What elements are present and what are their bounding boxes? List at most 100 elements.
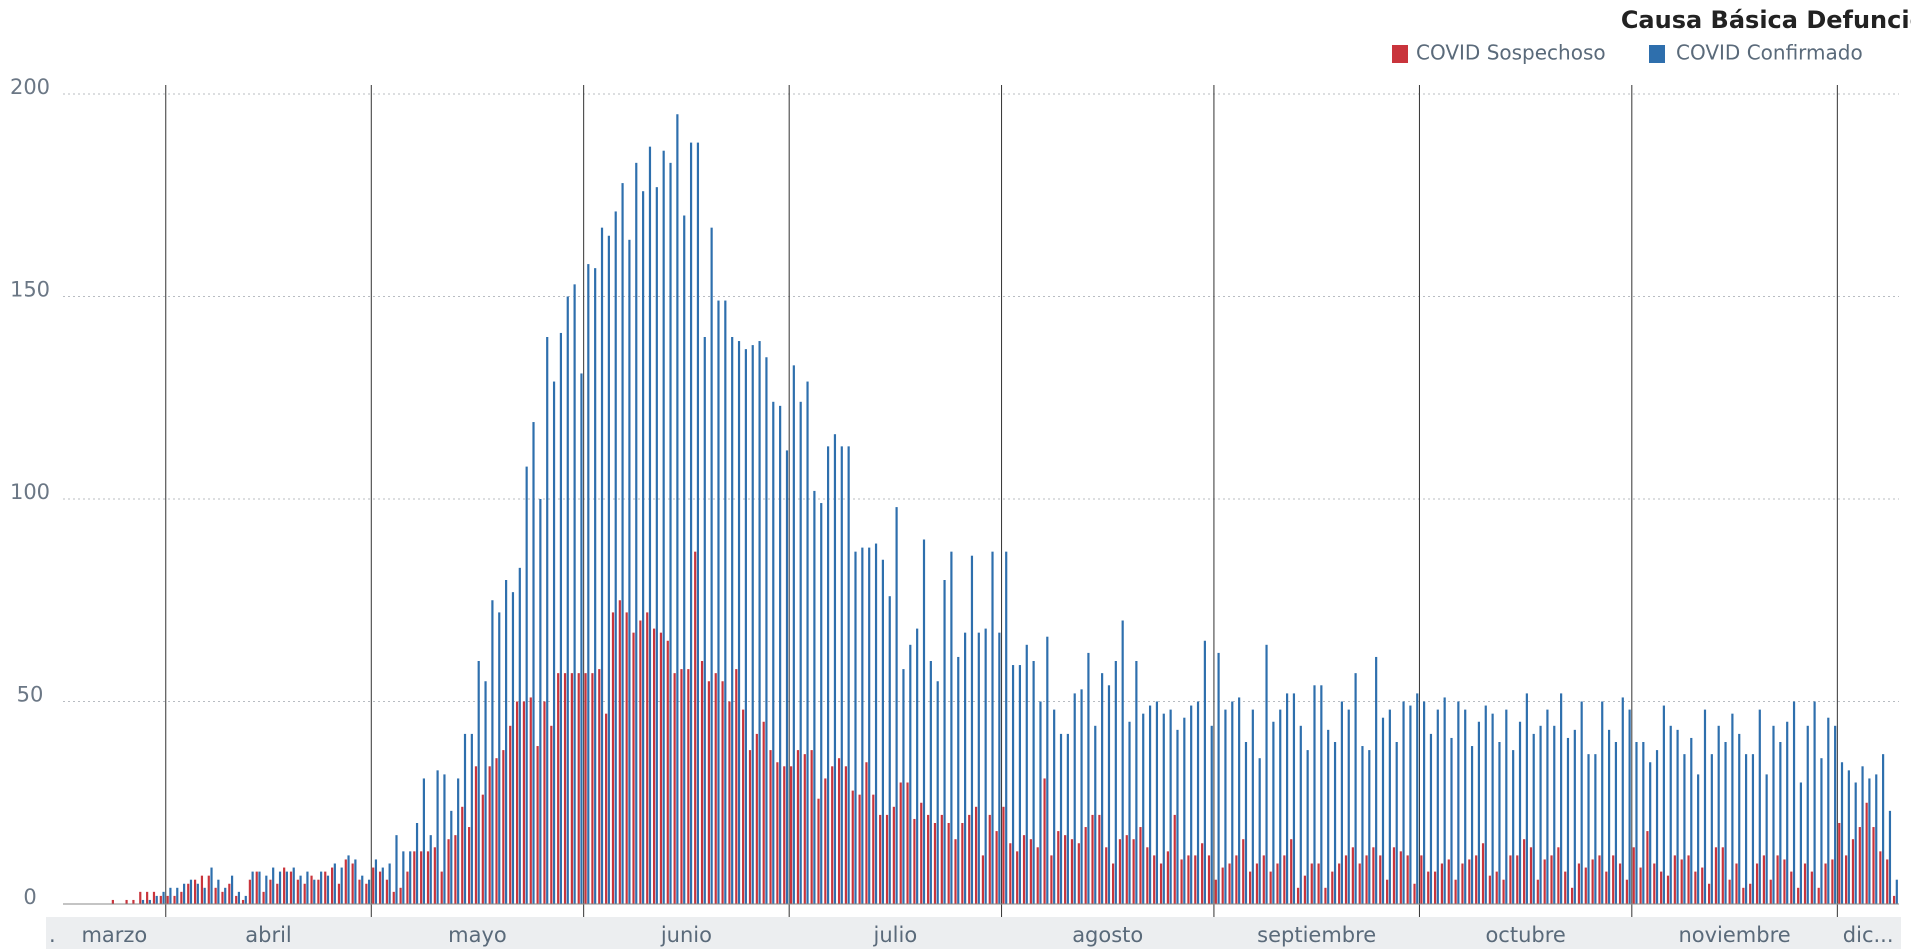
bar bbox=[224, 887, 227, 904]
bar bbox=[598, 669, 601, 904]
bar bbox=[1005, 551, 1008, 904]
bar bbox=[1121, 620, 1124, 904]
bar bbox=[1440, 863, 1444, 904]
bar bbox=[440, 871, 443, 904]
bar bbox=[1687, 855, 1690, 904]
bar bbox=[943, 580, 946, 904]
bar bbox=[1231, 701, 1234, 904]
bar bbox=[1516, 855, 1519, 904]
bar bbox=[881, 559, 884, 904]
bar bbox=[1173, 814, 1176, 904]
bar bbox=[374, 859, 378, 904]
bar bbox=[974, 806, 978, 904]
bar bbox=[1333, 742, 1337, 904]
bar bbox=[1358, 863, 1361, 904]
bar bbox=[1210, 725, 1213, 904]
bar bbox=[1779, 742, 1782, 904]
bar bbox=[1361, 746, 1364, 904]
bar bbox=[1142, 713, 1145, 904]
bar bbox=[563, 673, 567, 904]
bar bbox=[1039, 701, 1042, 904]
bar bbox=[728, 701, 731, 904]
y-tick-label: 200 bbox=[10, 75, 50, 99]
bar bbox=[820, 503, 823, 904]
bar bbox=[1861, 766, 1864, 904]
bar bbox=[879, 814, 882, 904]
bar bbox=[1721, 847, 1724, 904]
bar bbox=[495, 758, 498, 904]
bar bbox=[361, 875, 364, 904]
bar bbox=[1708, 883, 1711, 904]
bar bbox=[573, 284, 576, 905]
bar bbox=[570, 673, 573, 904]
bar bbox=[1420, 855, 1423, 904]
bar bbox=[1614, 742, 1618, 904]
bar bbox=[717, 300, 720, 904]
bar bbox=[1564, 871, 1567, 904]
bar bbox=[991, 551, 994, 904]
bar bbox=[1365, 855, 1368, 904]
bar bbox=[296, 879, 299, 904]
bar bbox=[696, 142, 700, 905]
bar bbox=[1792, 701, 1796, 904]
bar bbox=[1587, 754, 1590, 904]
legend-swatch bbox=[1649, 45, 1665, 63]
bar bbox=[515, 701, 519, 904]
bar bbox=[666, 640, 669, 904]
bar bbox=[769, 750, 772, 904]
bar bbox=[1132, 839, 1135, 904]
bar bbox=[1786, 721, 1789, 904]
bar bbox=[1879, 851, 1882, 904]
bar bbox=[1834, 725, 1837, 904]
legend-label: COVID Sospechoso bbox=[1416, 41, 1606, 65]
bar bbox=[1249, 871, 1252, 904]
bar bbox=[1642, 742, 1645, 904]
month-label: julio bbox=[873, 923, 918, 947]
bar bbox=[1618, 863, 1622, 904]
bar bbox=[306, 871, 309, 904]
bar bbox=[159, 895, 162, 904]
bar bbox=[927, 814, 930, 904]
bar bbox=[779, 405, 782, 904]
bar bbox=[169, 887, 172, 904]
bar bbox=[1429, 733, 1433, 904]
bar bbox=[1680, 859, 1683, 904]
bar bbox=[744, 349, 747, 904]
bar bbox=[799, 401, 802, 904]
bar bbox=[1375, 656, 1378, 904]
bar bbox=[621, 183, 624, 905]
bar bbox=[929, 661, 932, 904]
bar bbox=[320, 871, 323, 904]
bar bbox=[1646, 831, 1649, 904]
bar bbox=[1107, 685, 1111, 904]
bar bbox=[1683, 754, 1686, 904]
bar bbox=[248, 879, 251, 904]
bar bbox=[367, 879, 371, 904]
bar bbox=[790, 766, 793, 904]
bar bbox=[874, 543, 878, 904]
bar bbox=[1413, 883, 1416, 904]
bar bbox=[1840, 762, 1844, 904]
bar bbox=[868, 547, 871, 904]
month-label: marzo bbox=[81, 923, 147, 947]
month-label: septiembre bbox=[1257, 923, 1376, 947]
bar bbox=[1701, 867, 1704, 904]
bar bbox=[813, 490, 816, 904]
bar bbox=[1751, 754, 1755, 904]
bar bbox=[406, 871, 409, 904]
bar bbox=[1114, 661, 1117, 904]
bar bbox=[210, 867, 213, 904]
bar bbox=[1283, 855, 1286, 904]
bar bbox=[1347, 709, 1350, 904]
bar bbox=[1550, 855, 1553, 904]
bar bbox=[132, 899, 135, 904]
bar bbox=[899, 782, 902, 904]
bar bbox=[1402, 701, 1405, 904]
bar bbox=[468, 827, 471, 904]
bar bbox=[187, 883, 190, 904]
bar bbox=[1560, 693, 1563, 904]
bar bbox=[1242, 839, 1245, 904]
bar bbox=[1436, 709, 1439, 904]
bar bbox=[1255, 863, 1259, 904]
